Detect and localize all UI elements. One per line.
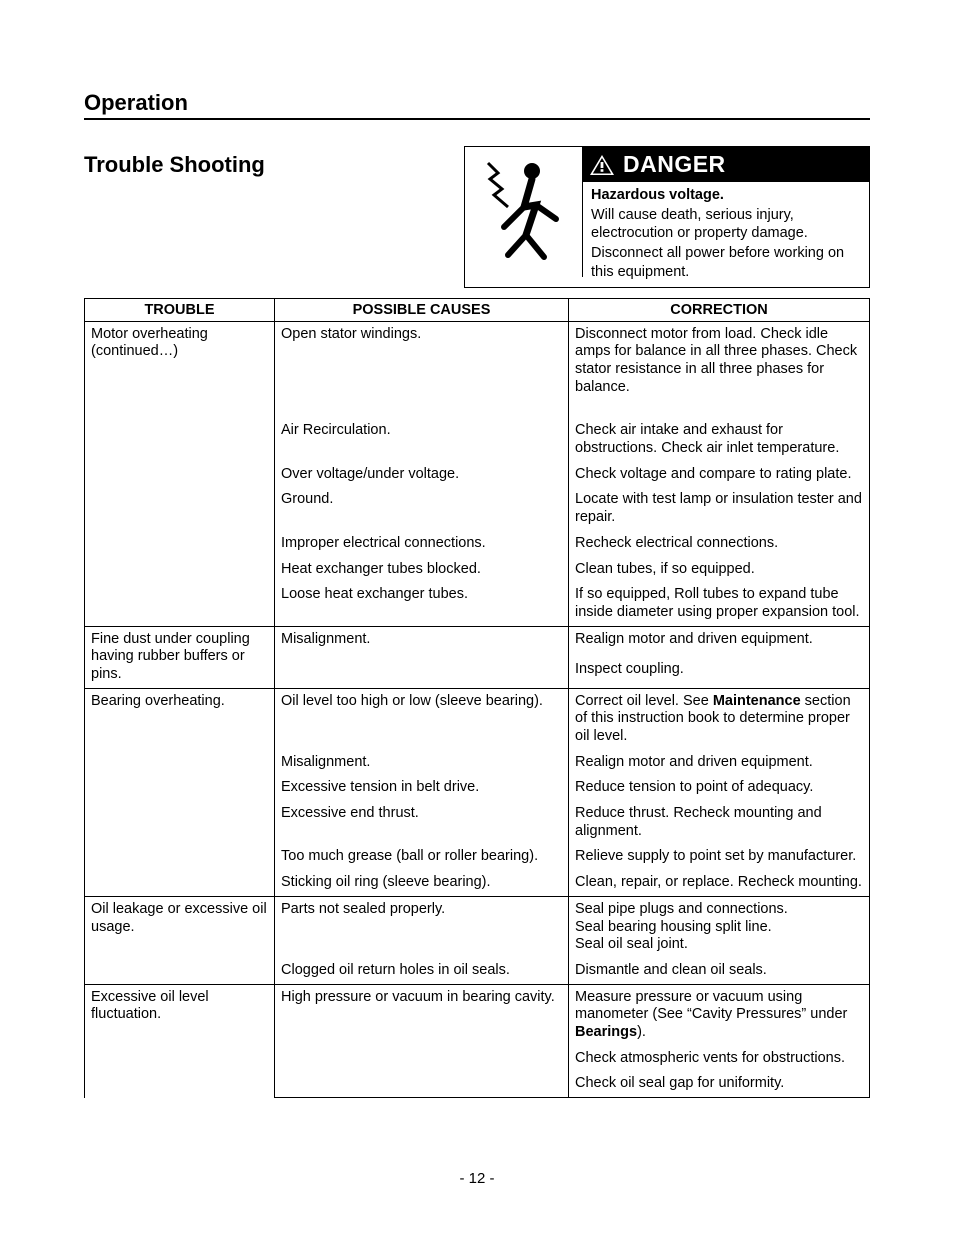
cell-cause: Excessive end thrust. — [275, 801, 569, 844]
cell-cause: Misalignment. — [275, 626, 569, 657]
table-row: Oil leakage or excessive oil usage.Parts… — [85, 896, 870, 958]
cell-correction: Recheck electrical connections. — [569, 531, 870, 557]
cell-cause — [275, 657, 569, 688]
warning-triangle-icon — [589, 154, 615, 176]
cell-correction: Check air intake and exhaust for obstruc… — [569, 400, 870, 461]
troubleshooting-table: TROUBLE POSSIBLE CAUSES CORRECTION Motor… — [84, 298, 870, 1098]
danger-label: DANGER — [623, 151, 726, 178]
cell-correction: Locate with test lamp or insulation test… — [569, 487, 870, 530]
cell-cause: Misalignment. — [275, 750, 569, 776]
cell-cause: Improper electrical connections. — [275, 531, 569, 557]
cell-correction: If so equipped, Roll tubes to expand tub… — [569, 582, 870, 626]
danger-bar: DANGER — [583, 147, 869, 182]
cell-correction: Realign motor and driven equipment. — [569, 750, 870, 776]
cell-correction: Clean, repair, or replace. Recheck mount… — [569, 870, 870, 896]
page-number: - 12 - — [0, 1170, 954, 1187]
cell-cause: High pressure or vacuum in bearing cavit… — [275, 984, 569, 1046]
table-header-row: TROUBLE POSSIBLE CAUSES CORRECTION — [85, 298, 870, 321]
th-causes: POSSIBLE CAUSES — [275, 298, 569, 321]
cell-correction: Realign motor and driven equipment. — [569, 626, 870, 657]
shock-hazard-icon — [465, 147, 583, 277]
danger-line1: Will cause death, serious injury, electr… — [591, 206, 861, 242]
cell-cause: Excessive tension in belt drive. — [275, 775, 569, 801]
table-row: Fine dust under coupling having rubber b… — [85, 626, 870, 657]
cell-cause: Sticking oil ring (sleeve bearing). — [275, 870, 569, 896]
section-title: Operation — [84, 90, 870, 120]
cell-trouble: Oil leakage or excessive oil usage. — [85, 896, 275, 984]
cell-correction: Relieve supply to point set by manufactu… — [569, 844, 870, 870]
danger-heading: Hazardous voltage. — [591, 186, 861, 204]
cell-cause — [275, 1046, 569, 1072]
cell-correction: Check voltage and compare to rating plat… — [569, 462, 870, 488]
table-row: Motor overheating (continued…)Open stato… — [85, 321, 870, 400]
cell-correction: Check oil seal gap for uniformity. — [569, 1071, 870, 1097]
page: Operation Trouble Shooting — [0, 0, 954, 1235]
cell-correction: Inspect coupling. — [569, 657, 870, 688]
cell-cause: Parts not sealed properly. — [275, 896, 569, 958]
cell-correction: Check atmospheric vents for obstructions… — [569, 1046, 870, 1072]
cell-cause: Open stator windings. — [275, 321, 569, 400]
cell-cause: Heat exchanger tubes blocked. — [275, 557, 569, 583]
cell-correction: Correct oil level. See Maintenance secti… — [569, 688, 870, 750]
cell-trouble: Bearing overheating. — [85, 688, 275, 896]
cell-cause: Clogged oil return holes in oil seals. — [275, 958, 569, 984]
cell-correction: Clean tubes, if so equipped. — [569, 557, 870, 583]
table-row: Excessive oil level fluctuation.High pre… — [85, 984, 870, 1046]
table-body: Motor overheating (continued…)Open stato… — [85, 321, 870, 1097]
cell-cause: Oil level too high or low (sleeve bearin… — [275, 688, 569, 750]
cell-correction: Dismantle and clean oil seals. — [569, 958, 870, 984]
danger-line2: Disconnect all power before working on t… — [591, 244, 861, 280]
cell-correction: Reduce tension to point of adequacy. — [569, 775, 870, 801]
th-correction: CORRECTION — [569, 298, 870, 321]
cell-trouble: Excessive oil level fluctuation. — [85, 984, 275, 1097]
cell-cause: Loose heat exchanger tubes. — [275, 582, 569, 626]
cell-trouble: Fine dust under coupling having rubber b… — [85, 626, 275, 688]
cell-correction: Measure pressure or vacuum using manomet… — [569, 984, 870, 1046]
danger-block: DANGER Hazardous voltage. Will cause dea… — [464, 146, 870, 288]
cell-cause: Too much grease (ball or roller bearing)… — [275, 844, 569, 870]
danger-text: DANGER Hazardous voltage. Will cause dea… — [583, 147, 869, 287]
cell-cause: Air Recirculation. — [275, 400, 569, 461]
table-row: Bearing overheating.Oil level too high o… — [85, 688, 870, 750]
cell-cause: Ground. — [275, 487, 569, 530]
th-trouble: TROUBLE — [85, 298, 275, 321]
cell-correction: Disconnect motor from load. Check idle a… — [569, 321, 870, 400]
cell-cause — [275, 1071, 569, 1097]
cell-correction: Reduce thrust. Recheck mounting and alig… — [569, 801, 870, 844]
cell-trouble: Motor overheating (continued…) — [85, 321, 275, 626]
danger-body: Hazardous voltage. Will cause death, ser… — [583, 182, 869, 287]
cell-cause: Over voltage/under voltage. — [275, 462, 569, 488]
cell-correction: Seal pipe plugs and connections.Seal bea… — [569, 896, 870, 958]
header-row: Trouble Shooting — [84, 146, 870, 288]
subsection-title: Trouble Shooting — [84, 152, 265, 178]
